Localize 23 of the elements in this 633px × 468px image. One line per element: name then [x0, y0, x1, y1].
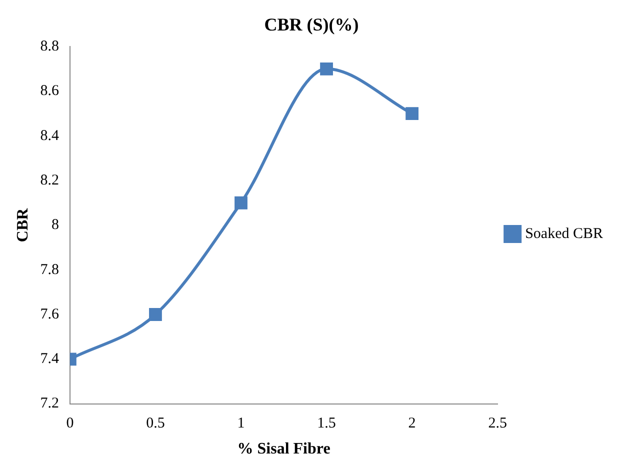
point [149, 308, 162, 321]
chart-title: CBR (S)(%) [264, 14, 359, 34]
legend-label: Soaked CBR [525, 226, 604, 242]
y-tick-label: 7.6 [40, 306, 60, 322]
y-tick-label: 8.8 [40, 38, 59, 55]
x-tick-label: 1 [237, 416, 245, 432]
x-tick-label: 2 [408, 416, 416, 432]
y-tick-label: 8.2 [40, 172, 59, 188]
y-tick-label: 7.4 [40, 351, 60, 368]
y-axis-title: CBR [14, 208, 32, 242]
y-tick-label: 8.4 [40, 128, 60, 144]
point [234, 196, 248, 210]
x-tick-label: 0.5 [146, 416, 165, 432]
y-tick-label: 8.6 [40, 83, 60, 100]
point [406, 107, 418, 120]
x-tick-label: 2.5 [488, 416, 507, 432]
x-tick-label: 0 [66, 416, 74, 432]
point [320, 62, 333, 76]
x-axis-title: % Sisal Fibre [237, 440, 330, 458]
y-tick-label: 8 [51, 217, 59, 234]
y-tick-label: 7.2 [40, 396, 59, 412]
x-tick-label: 1.5 [317, 416, 336, 432]
y-tick-label: 7.8 [40, 262, 59, 278]
